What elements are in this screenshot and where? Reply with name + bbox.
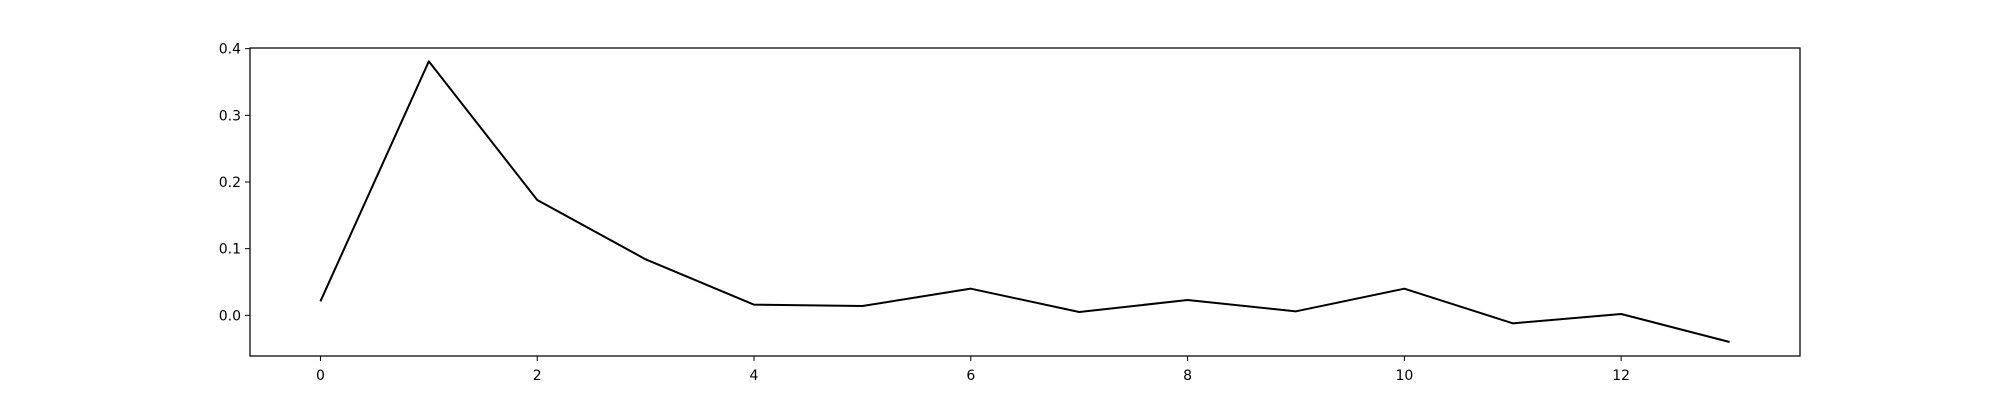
x-axis-ticks: 0 2 4 6 8 10 12 (316, 356, 1630, 384)
x-tick-label: 10 (1395, 368, 1413, 384)
x-tick-label: 8 (1183, 368, 1192, 384)
x-tick-label: 4 (750, 368, 759, 384)
series-layer (319, 60, 1730, 343)
series-line (319, 60, 1730, 343)
plot-area-background (250, 48, 1800, 356)
y-axis-ticks: 0.0 0.1 0.2 0.3 0.4 (219, 42, 250, 324)
x-tick-label: 2 (533, 368, 542, 384)
x-tick-label: 0 (316, 368, 325, 384)
y-tick-label: 0.3 (219, 108, 241, 124)
y-tick-label: 0.2 (219, 175, 241, 191)
x-tick-label: 6 (966, 368, 975, 384)
x-tick-label: 12 (1612, 368, 1630, 384)
y-tick-label: 0.4 (219, 42, 241, 58)
y-tick-label: 0.0 (219, 308, 241, 324)
plot-area-frame (249, 47, 1801, 357)
y-tick-label: 0.1 (219, 242, 241, 258)
